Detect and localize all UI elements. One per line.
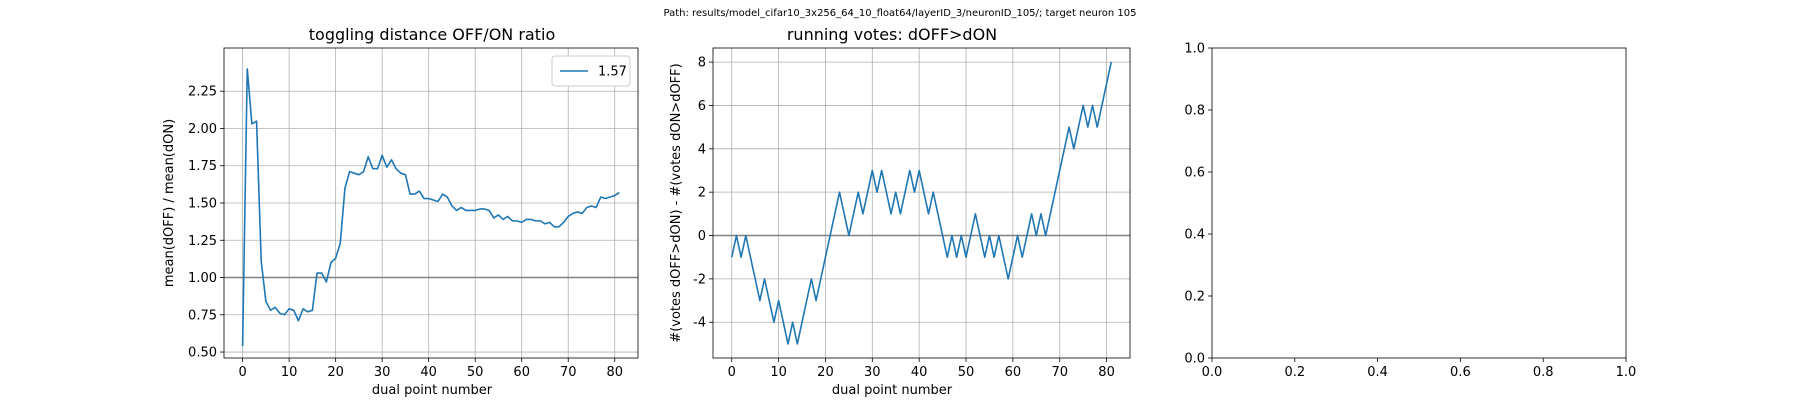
chart-panel-empty: 0.0 0.2 0.4 0.6 0.8 1.0 0.0 0.2 0.4 0.6 0.8 1.0: [1184, 42, 1636, 381]
x-tick-label: 0: [238, 365, 246, 380]
x-tick-label: 70: [1051, 365, 1068, 380]
x-tick-label: 60: [513, 365, 530, 380]
y-tick-label: 6: [698, 99, 706, 114]
y-tick-label: 0.4: [1184, 228, 1205, 243]
x-tick-label: 0: [728, 365, 736, 380]
y-tick-label: 0.75: [188, 308, 217, 323]
x-tick-label: 30: [864, 365, 881, 380]
y-tick-label: 1.00: [188, 271, 217, 286]
x-tick-label: 60: [1005, 365, 1022, 380]
y-tick-label: -2: [693, 272, 706, 287]
x-tick-label: 0.8: [1533, 365, 1554, 380]
y-tick-label: 2.00: [188, 122, 217, 137]
x-tick-label: 20: [817, 365, 834, 380]
x-tick-label: 70: [560, 365, 577, 380]
chart-panel-votes: running votes: dOFF>dON dual point numbe…: [669, 25, 1131, 398]
x-tick-label: 80: [606, 365, 623, 380]
y-tick-label: 1.75: [188, 159, 217, 174]
x-tick-label: 10: [770, 365, 787, 380]
x-tick-label: 20: [327, 365, 344, 380]
y-tick-label: -4: [693, 316, 706, 331]
x-tick-label: 40: [420, 365, 437, 380]
legend-box: [551, 55, 631, 87]
x-tick-label: 0.4: [1367, 365, 1388, 380]
y-tick-label: 8: [698, 56, 706, 71]
x-tick-label: 0.0: [1202, 365, 1223, 380]
plot-frame: [712, 47, 1131, 359]
chart-title: running votes: dOFF>dON: [787, 25, 997, 44]
y-tick-label: 1.25: [188, 234, 217, 249]
y-tick-label: 4: [698, 142, 706, 157]
y-tick-label: 0: [698, 229, 706, 244]
plot-frame: [1211, 47, 1627, 359]
y-tick-label: 0.2: [1184, 290, 1205, 305]
x-tick-label: 10: [281, 365, 298, 380]
y-tick-label: 0.0: [1184, 352, 1205, 367]
x-tick-label: 80: [1098, 365, 1115, 380]
plot-area: [1212, 48, 1626, 358]
chart-title: toggling distance OFF/ON ratio: [309, 25, 555, 44]
legend-label: 1.57: [598, 65, 627, 80]
x-tick-label: 50: [467, 365, 484, 380]
y-tick-label: 2.25: [188, 85, 217, 100]
y-tick-label: 0.6: [1184, 166, 1205, 181]
chart-panel-ratio: toggling distance OFF/ON ratio dual poin…: [162, 25, 639, 398]
y-tick-label: 0.8: [1184, 104, 1205, 119]
plot-area: [713, 48, 1130, 358]
x-tick-label: 0.6: [1450, 365, 1471, 380]
x-tick-label: 0.2: [1284, 365, 1305, 380]
y-axis-label: #(votes dOFF>dON) - #(votes dON>dOFF): [669, 63, 684, 342]
x-axis-label: dual point number: [372, 383, 493, 398]
x-tick-label: 50: [958, 365, 975, 380]
y-axis-label: mean(dOFF) / mean(dON): [162, 119, 177, 287]
x-tick-label: 40: [911, 365, 928, 380]
x-axis-label: dual point number: [832, 383, 953, 398]
y-tick-label: 1.50: [188, 197, 217, 212]
x-tick-label: 30: [374, 365, 391, 380]
series-line: [730, 61, 1113, 345]
figure-suptitle: Path: results/model_cifar10_3x256_64_10_…: [664, 8, 1137, 19]
y-tick-label: 1.0: [1184, 42, 1205, 57]
x-tick-label: 1.0: [1616, 365, 1637, 380]
series-line: [241, 68, 620, 347]
y-tick-label: 0.50: [188, 346, 217, 361]
y-tick-label: 2: [698, 186, 706, 201]
